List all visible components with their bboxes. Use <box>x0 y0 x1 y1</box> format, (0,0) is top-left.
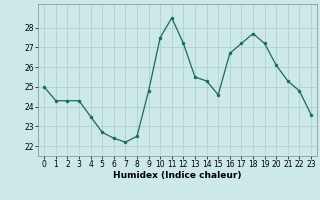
X-axis label: Humidex (Indice chaleur): Humidex (Indice chaleur) <box>113 171 242 180</box>
